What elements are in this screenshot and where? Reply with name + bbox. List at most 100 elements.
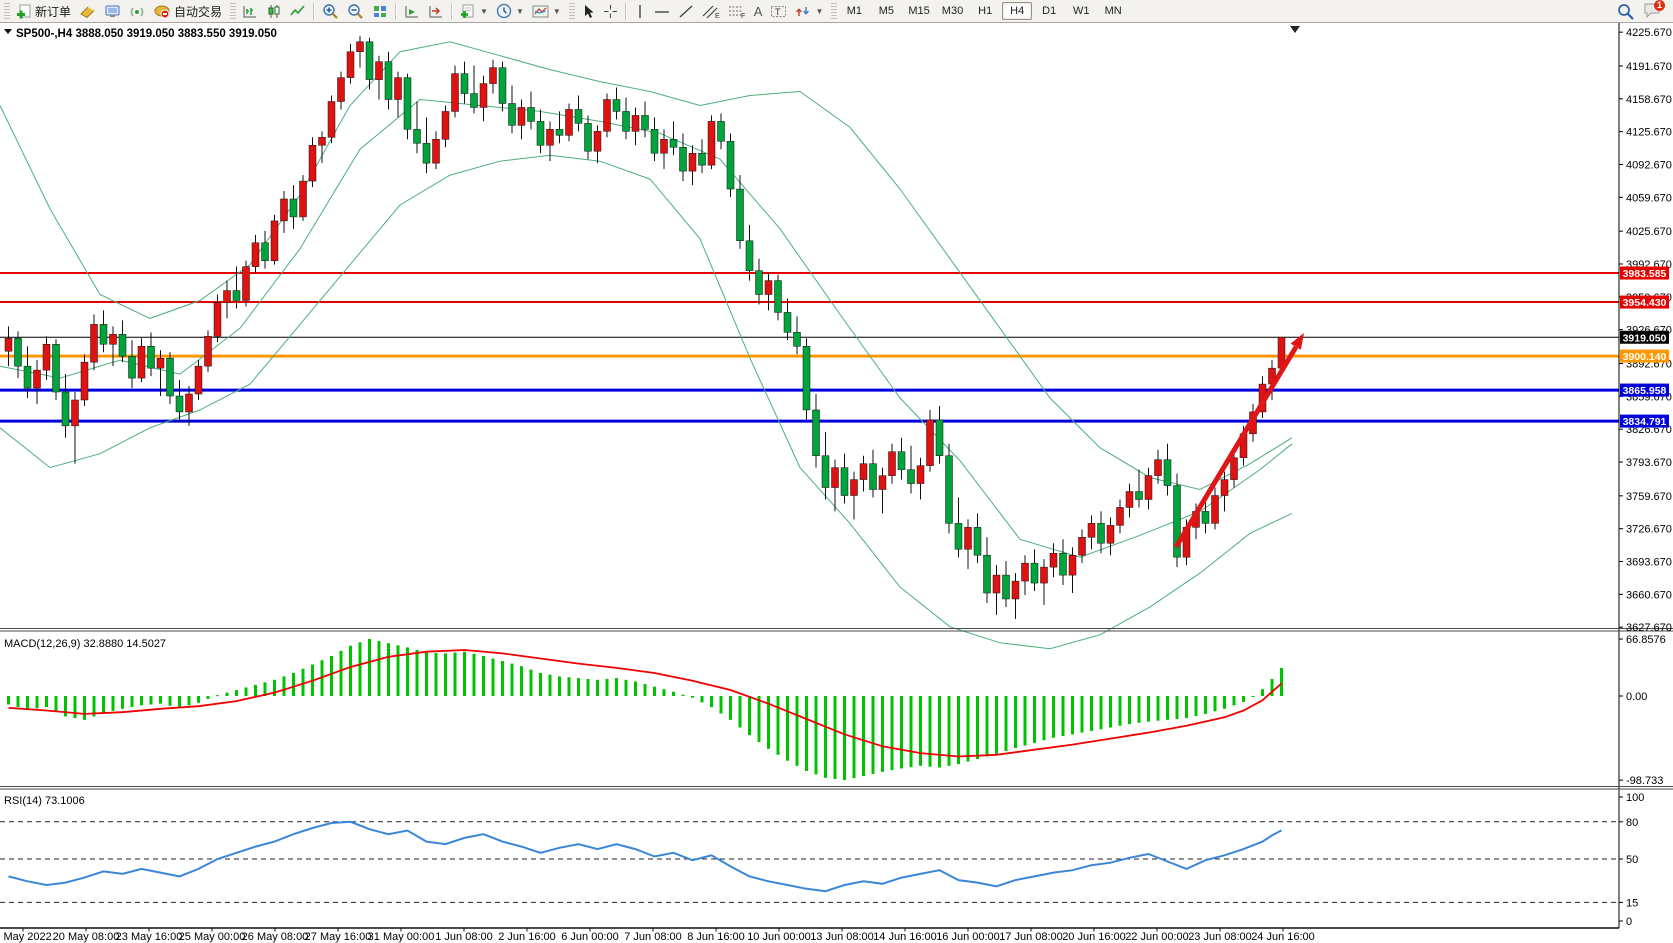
- arrows-tool-button[interactable]: ▼: [791, 1, 827, 21]
- data-window-button[interactable]: [100, 1, 125, 21]
- hline-value-label: 3983.585: [1623, 268, 1667, 280]
- toolbar-grip[interactable]: [568, 3, 575, 19]
- candle-body: [498, 67, 507, 104]
- macd-histogram-bar: [548, 674, 552, 696]
- trend-arrow-line[interactable]: [1173, 345, 1299, 549]
- hline-value-box: [1620, 295, 1669, 309]
- toolbar-separator: [395, 2, 398, 20]
- candle-body: [707, 121, 716, 166]
- candle-body: [992, 574, 1001, 594]
- toolbar-grip[interactable]: [230, 3, 237, 19]
- candle-body: [337, 77, 345, 102]
- line-chart-icon: [290, 4, 305, 16]
- zoom-in-button[interactable]: [318, 1, 343, 21]
- templates-button[interactable]: ▼: [528, 1, 565, 21]
- timeframe-button-h4[interactable]: H4: [1002, 2, 1033, 20]
- candle-body: [109, 334, 117, 345]
- timeframe-button-m15[interactable]: M15: [908, 5, 930, 17]
- timeframe-button-m1[interactable]: M1: [846, 5, 863, 17]
- fibonacci-tool-button[interactable]: F: [724, 1, 750, 21]
- macd-histogram-bar: [1109, 696, 1112, 728]
- autotrading-button[interactable]: 自动交易: [150, 1, 226, 21]
- macd-histogram-bar: [330, 655, 333, 696]
- macd-histogram-bar: [358, 642, 362, 696]
- macd-histogram-bar: [577, 678, 580, 696]
- timeframe-button-m30[interactable]: M30: [941, 5, 964, 17]
- auto-scroll-button[interactable]: [400, 1, 424, 21]
- market-watch-button[interactable]: [75, 1, 100, 21]
- macd-signal-line: [8, 649, 1283, 758]
- timeframe-button-d1[interactable]: D1: [1042, 5, 1057, 17]
- candle-body: [194, 365, 203, 395]
- hline-value-box: [1620, 266, 1669, 280]
- vertical-line-tool-button[interactable]: [630, 1, 650, 21]
- new-order-button[interactable]: 新订单: [12, 1, 75, 21]
- macd-histogram-bar: [586, 678, 590, 696]
- autotrading-label: 自动交易: [174, 4, 223, 19]
- chevron-down-icon: ▼: [815, 6, 824, 16]
- tile-windows-button[interactable]: [368, 1, 392, 21]
- timeframe-button-h1[interactable]: H1: [978, 5, 993, 17]
- macd-histogram-bar: [159, 696, 162, 704]
- candle-body: [593, 131, 602, 152]
- macd-histogram-bar: [976, 696, 979, 760]
- timeframe-button-w1[interactable]: W1: [1072, 5, 1090, 17]
- candle-body: [375, 61, 383, 80]
- trendline-tool-button[interactable]: [674, 1, 698, 21]
- timeframe-button-m5[interactable]: M5: [878, 5, 895, 17]
- text-tool-button[interactable]: A: [750, 1, 767, 21]
- candlestick-button[interactable]: [262, 1, 286, 21]
- crosshair-tool-button[interactable]: [599, 1, 622, 21]
- notifications-button[interactable]: 1: [1643, 0, 1665, 20]
- navigator-button[interactable]: [125, 1, 150, 21]
- horizontal-line-icon: [654, 10, 669, 13]
- macd-histogram-bar: [719, 696, 723, 714]
- candle-body: [736, 188, 744, 242]
- macd-histogram-bar: [425, 652, 428, 696]
- candle-body: [451, 73, 459, 112]
- candle-body: [954, 523, 963, 550]
- horizontal-line-tool-button[interactable]: [650, 1, 674, 21]
- signal-icon: [130, 6, 144, 17]
- toolbar-grip[interactable]: [4, 3, 10, 19]
- price-tick-label: 3793.670: [1626, 457, 1672, 469]
- chart-shift-button[interactable]: [424, 1, 448, 21]
- chart-canvas[interactable]: 4225.670 4191.670 4158.670 4125.670 4092.670…: [0, 22, 1673, 943]
- time-axis[interactable]: [22, 928, 1284, 932]
- indicators-button[interactable]: ▼: [456, 1, 492, 21]
- candle-body: [669, 139, 678, 148]
- zoom-out-button[interactable]: [343, 1, 368, 21]
- symbol-dropdown-icon[interactable]: [4, 29, 12, 34]
- chart-title: SP500-,H4 3888.050 3919.050 3883.550 391…: [16, 28, 277, 40]
- price-tick-label: 4059.670: [1626, 192, 1672, 204]
- line-chart-button[interactable]: [286, 1, 310, 21]
- macd-histogram-bar: [909, 696, 913, 768]
- macd-label: MACD(12,26,9) 32.8880 14.5027: [4, 638, 166, 650]
- candle-body: [935, 419, 944, 456]
- price-axis[interactable]: [1619, 31, 1623, 628]
- channel-tool-button[interactable]: E: [698, 1, 724, 21]
- timeframe-group: M1 M5 M15 M30 H1 H4 D1 W1 MN: [839, 2, 1128, 20]
- shift-marker-icon[interactable]: [1290, 26, 1300, 33]
- label-tool-button[interactable]: T: [766, 1, 791, 21]
- macd-histogram-bar: [596, 679, 599, 696]
- macd-histogram-bar: [795, 696, 799, 766]
- toolbar-grip[interactable]: [831, 3, 838, 19]
- chevron-down-icon: ▼: [515, 6, 524, 16]
- macd-histogram-bar: [1023, 696, 1027, 746]
- bar-chart-button[interactable]: [238, 1, 262, 21]
- candle-body: [555, 129, 564, 136]
- trend-arrow-head: [1290, 333, 1304, 350]
- price-tick-label: 3693.670: [1626, 557, 1672, 569]
- candle-body: [4, 338, 13, 352]
- search-icon[interactable]: [1617, 3, 1635, 20]
- macd-histogram-bar: [64, 696, 67, 717]
- candle-body: [888, 451, 896, 476]
- periods-button[interactable]: ▼: [492, 1, 528, 21]
- macd-histogram-bar: [349, 645, 352, 696]
- timeframe-button-mn[interactable]: MN: [1104, 5, 1122, 17]
- candle-body: [517, 107, 526, 126]
- rsi-label: RSI(14) 73.1006: [4, 795, 85, 807]
- macd-histogram-bar: [1080, 696, 1084, 733]
- cursor-tool-button[interactable]: [577, 1, 599, 21]
